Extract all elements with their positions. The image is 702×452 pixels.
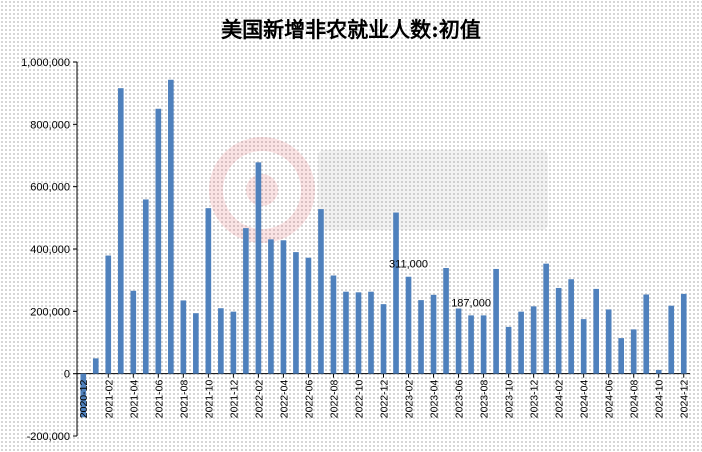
bar	[480, 315, 487, 374]
y-tick-label: 200,000	[30, 306, 70, 318]
data-label: 187,000	[451, 297, 491, 309]
x-tick-label: 2022-12	[379, 380, 391, 419]
x-tick-label: 2021-08	[178, 380, 190, 419]
bar	[230, 311, 237, 374]
x-tick-label: 2023-04	[429, 380, 441, 419]
bar	[655, 369, 662, 374]
bar	[355, 292, 362, 374]
x-tick-label: 2023-12	[529, 380, 541, 419]
bar	[168, 79, 174, 374]
bar	[255, 162, 262, 374]
bar	[343, 291, 349, 374]
x-tick-label: 2023-06	[454, 380, 466, 419]
x-tick-label: 2024-10	[654, 380, 666, 419]
bar	[630, 329, 637, 374]
bar	[543, 263, 549, 374]
bar	[80, 373, 87, 418]
bar	[618, 338, 625, 374]
x-tick-label: 2022-08	[328, 380, 340, 419]
x-tick-label: 2022-04	[278, 380, 290, 419]
bar	[180, 300, 187, 374]
x-tick-label: 2021-02	[103, 380, 115, 419]
x-tick-label: 2024-08	[629, 380, 641, 419]
x-tick-label: 2024-02	[554, 380, 566, 419]
bar	[418, 300, 424, 374]
bar	[268, 239, 274, 374]
bar	[130, 290, 137, 374]
watermark-logo	[209, 137, 548, 243]
bar	[105, 255, 112, 374]
x-tick-label: 2022-10	[353, 380, 365, 419]
bar	[505, 326, 512, 374]
x-tick-label: 2021-12	[228, 380, 240, 419]
y-tick-label: -200,000	[27, 431, 70, 443]
bar	[643, 294, 650, 374]
x-tick-label: 2022-06	[303, 380, 315, 419]
bar	[555, 287, 562, 374]
bar	[92, 358, 99, 374]
chart-title: 美国新增非农就业人数:初值	[221, 17, 481, 42]
bar	[680, 293, 687, 374]
bar	[193, 313, 199, 374]
bar	[280, 240, 287, 374]
x-tick-label: 2020-12	[78, 380, 90, 419]
x-tick-label: 2024-12	[679, 380, 691, 419]
bar	[580, 319, 587, 374]
bar	[518, 311, 524, 374]
bar	[468, 315, 474, 374]
bar	[430, 294, 437, 374]
x-tick-label: 2023-10	[504, 380, 516, 419]
bar	[243, 228, 249, 374]
x-tick-label: 2024-06	[604, 380, 616, 419]
y-tick-label: 1,000,000	[21, 57, 70, 69]
bar	[668, 305, 675, 374]
bar	[305, 257, 312, 374]
x-tick-label: 2021-04	[128, 380, 140, 419]
x-tick-label: 2024-04	[579, 380, 591, 419]
bar	[293, 252, 299, 374]
bar	[605, 309, 612, 374]
bar	[405, 276, 412, 374]
bar	[205, 208, 212, 374]
bar	[393, 212, 399, 374]
y-tick-label: 600,000	[30, 182, 70, 194]
bar	[568, 279, 574, 374]
x-tick-label: 2023-02	[404, 380, 416, 419]
bar	[593, 288, 599, 374]
bar	[455, 308, 462, 374]
bar	[493, 268, 499, 374]
x-tick-label: 2021-10	[203, 380, 215, 419]
x-tick-label: 2022-02	[253, 380, 265, 419]
bar	[368, 291, 374, 374]
data-label: 311,000	[389, 259, 428, 271]
y-tick-label: 800,000	[30, 119, 70, 131]
bar	[318, 209, 324, 374]
bar	[530, 306, 537, 374]
bar	[330, 275, 337, 374]
y-tick-label: 400,000	[30, 244, 70, 256]
x-tick-label: 2023-08	[479, 380, 491, 419]
bar	[155, 108, 162, 374]
x-tick-label: 2021-06	[153, 380, 165, 419]
bar	[380, 304, 387, 374]
bar	[142, 199, 149, 374]
bar	[443, 268, 449, 374]
bar	[117, 88, 124, 374]
y-tick-label: 0	[64, 369, 70, 381]
bar	[218, 308, 224, 374]
